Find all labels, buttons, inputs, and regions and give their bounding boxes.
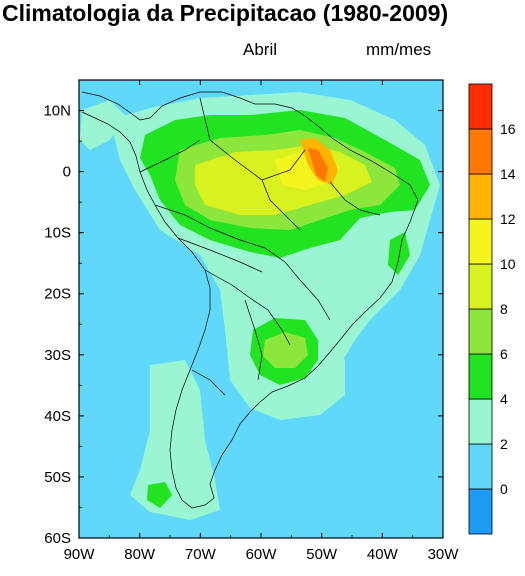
colorbar-label: 4 [500, 391, 508, 407]
lat-tick-label: 20S [44, 286, 71, 303]
map-title: Climatologia da Precipitacao (1980-2009) [2, 0, 449, 26]
colorbar-swatch [468, 353, 493, 400]
colorbar-swatch [468, 128, 493, 175]
colorbar-swatch [468, 173, 493, 220]
lon-tick-label: 70W [185, 546, 217, 563]
lat-tick-label: 30S [44, 347, 71, 364]
lat-tick-label: 40S [44, 408, 71, 425]
colorbar-label: 14 [500, 166, 516, 182]
colorbar-swatch [468, 218, 493, 265]
lat-tick-label: 10S [44, 225, 71, 242]
lon-tick-label: 30W [428, 546, 460, 563]
lon-tick-label: 60W [246, 546, 278, 563]
colorbar-label: 16 [500, 121, 516, 137]
colorbar-swatch [468, 263, 493, 310]
colorbar-label: 10 [500, 256, 516, 272]
precip-band-14-16 [308, 148, 328, 182]
colorbar: 0 2 4 6 8 10 12 14 16 [468, 83, 516, 535]
colorbar-label: 8 [500, 301, 508, 317]
colorbar-label: 6 [500, 346, 508, 362]
colorbar-label: 0 [500, 481, 508, 497]
map-field [79, 80, 443, 538]
lat-tick-label: 60S [44, 530, 71, 547]
colorbar-swatch [468, 308, 493, 355]
units-label: mm/mes [366, 40, 432, 59]
lon-tick-label: 80W [124, 546, 156, 563]
lon-tick-label: 40W [367, 546, 399, 563]
longitude-axis: 90W 80W 70W 60W 50W 40W 30W [64, 80, 460, 563]
lat-tick-label: 0 [63, 164, 71, 181]
lon-tick-label: 90W [64, 546, 96, 563]
colorbar-label: 2 [500, 436, 508, 452]
colorbar-swatch [468, 398, 493, 445]
coastline-outline [81, 91, 419, 509]
latitude-axis: 10N 0 10S 20S 30S 40S 50S 60S [43, 79, 443, 547]
lon-tick-label: 50W [306, 546, 338, 563]
colorbar-swatch [468, 488, 493, 535]
lat-tick-label: 10N [43, 103, 71, 120]
month-label: Abril [243, 40, 278, 59]
lat-tick-label: 50S [44, 469, 71, 486]
colorbar-swatch [468, 83, 493, 130]
colorbar-swatch [468, 443, 493, 490]
colorbar-label: 12 [500, 211, 516, 227]
